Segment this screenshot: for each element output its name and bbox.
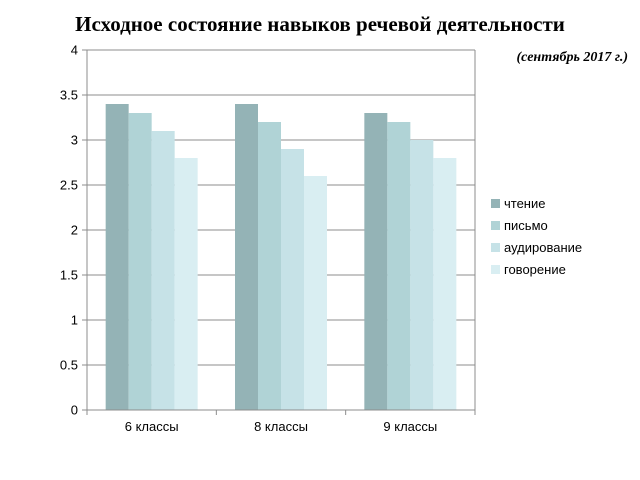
- bar-2-1: [128, 113, 152, 410]
- x-tick-label: 9 классы: [383, 419, 437, 434]
- bar-3-3: [410, 140, 434, 410]
- y-tick-label: 0.5: [60, 358, 78, 373]
- chart-title: Исходное состояние навыков речевой деяте…: [75, 12, 565, 36]
- y-tick-label: 1.5: [60, 268, 78, 283]
- legend-label: говорение: [504, 262, 566, 277]
- bar-1-1: [105, 104, 129, 410]
- y-tick-label: 3: [71, 133, 78, 148]
- x-tick-label: 8 классы: [254, 419, 308, 434]
- bar-2-3: [387, 122, 411, 410]
- y-tick-label: 2.5: [60, 178, 78, 193]
- bar-1-3: [364, 113, 388, 410]
- legend-swatch: [491, 243, 500, 252]
- legend-swatch: [491, 221, 500, 230]
- legend-label: чтение: [504, 196, 545, 211]
- bar-4-1: [174, 158, 198, 410]
- bar-3-1: [151, 131, 175, 410]
- bar-2-2: [258, 122, 281, 410]
- bar-3-2: [281, 149, 304, 410]
- legend-label: письмо: [504, 218, 548, 233]
- legend-swatch: [491, 199, 500, 208]
- x-tick-label: 6 классы: [125, 419, 179, 434]
- chart-subtitle: (сентябрь 2017 г.): [516, 50, 628, 65]
- bar-4-2: [304, 176, 327, 410]
- y-tick-label: 1: [71, 313, 78, 328]
- y-tick-label: 2: [71, 223, 78, 238]
- bar-4-3: [433, 158, 457, 410]
- y-tick-label: 4: [71, 43, 78, 58]
- y-tick-label: 0: [71, 403, 78, 418]
- legend-swatch: [491, 265, 500, 274]
- legend-label: аудирование: [504, 240, 582, 255]
- bar-1-2: [235, 104, 258, 410]
- y-tick-label: 3.5: [60, 88, 78, 103]
